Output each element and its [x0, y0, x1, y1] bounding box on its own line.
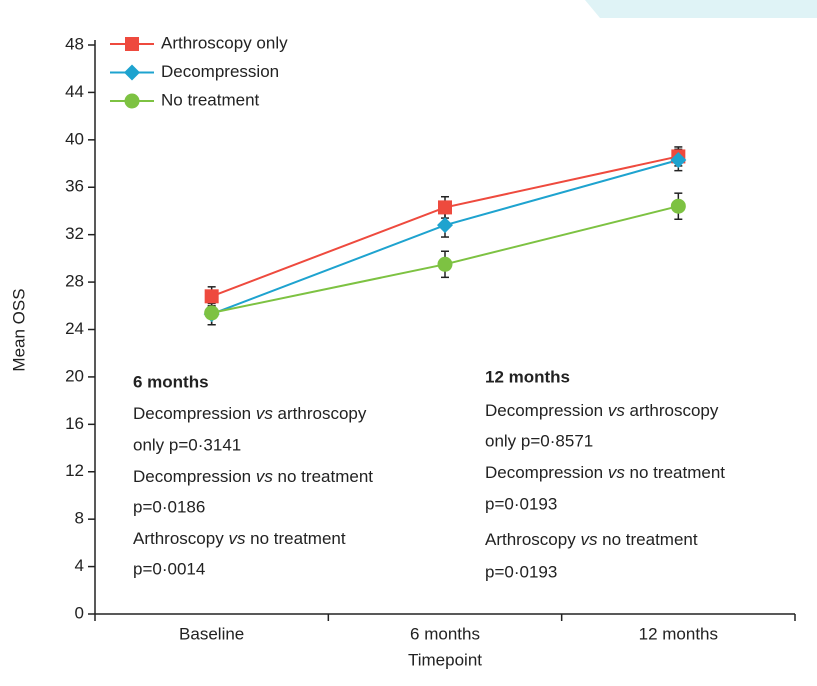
y-tick-label: 40 — [65, 129, 84, 148]
annotation-title: 12 months — [485, 367, 570, 386]
legend-label: No treatment — [161, 90, 260, 109]
data-point — [204, 289, 219, 304]
x-axis-title: Timepoint — [408, 650, 482, 669]
legend-marker — [125, 37, 139, 51]
annotation-line: p=0·0193 — [485, 562, 557, 581]
annotation-line: p=0·0193 — [485, 494, 557, 513]
legend-marker — [124, 93, 140, 109]
annotation-line: Decompression vs no treatment — [133, 467, 373, 486]
decoration — [585, 0, 817, 18]
y-tick-label: 12 — [65, 461, 84, 480]
y-tick-label: 36 — [65, 177, 84, 196]
y-axis-title: Mean OSS — [9, 288, 28, 371]
y-tick-label: 48 — [65, 34, 84, 53]
annotation-line: Decompression vs no treatment — [485, 463, 725, 482]
x-tick-label: 12 months — [639, 624, 718, 643]
x-tick-label: Baseline — [179, 624, 244, 643]
y-tick-label: 44 — [65, 82, 84, 101]
annotation-line: p=0·0186 — [133, 497, 205, 516]
annotation-line: Arthroscopy vs no treatment — [485, 530, 698, 549]
data-point — [437, 217, 453, 234]
annotation-line: only p=0·8571 — [485, 431, 593, 450]
data-point — [670, 198, 686, 214]
annotation-line: Arthroscopy vs no treatment — [133, 529, 346, 548]
data-point — [204, 305, 220, 321]
annotation-line: Decompression vs arthroscopy — [485, 401, 719, 420]
annotation-title: 6 months — [133, 372, 209, 391]
y-tick-label: 16 — [65, 414, 84, 433]
data-point — [670, 151, 687, 168]
data-point — [438, 200, 452, 215]
legend-marker — [124, 64, 140, 81]
annotation-line: Decompression vs arthroscopy — [133, 404, 367, 423]
x-tick-label: 6 months — [410, 624, 480, 643]
legend-label: Arthroscopy only — [161, 33, 288, 52]
y-tick-label: 0 — [75, 603, 84, 622]
y-tick-label: 20 — [65, 366, 84, 385]
y-tick-label: 28 — [65, 272, 84, 291]
legend-label: Decompression — [161, 62, 279, 81]
y-tick-label: 4 — [75, 556, 84, 575]
y-tick-label: 32 — [65, 224, 84, 243]
y-tick-label: 8 — [75, 509, 84, 528]
y-tick-label: 24 — [65, 319, 84, 338]
annotation-line: p=0·0014 — [133, 559, 205, 578]
data-point — [437, 256, 453, 272]
annotation-line: only p=0·3141 — [133, 435, 241, 454]
